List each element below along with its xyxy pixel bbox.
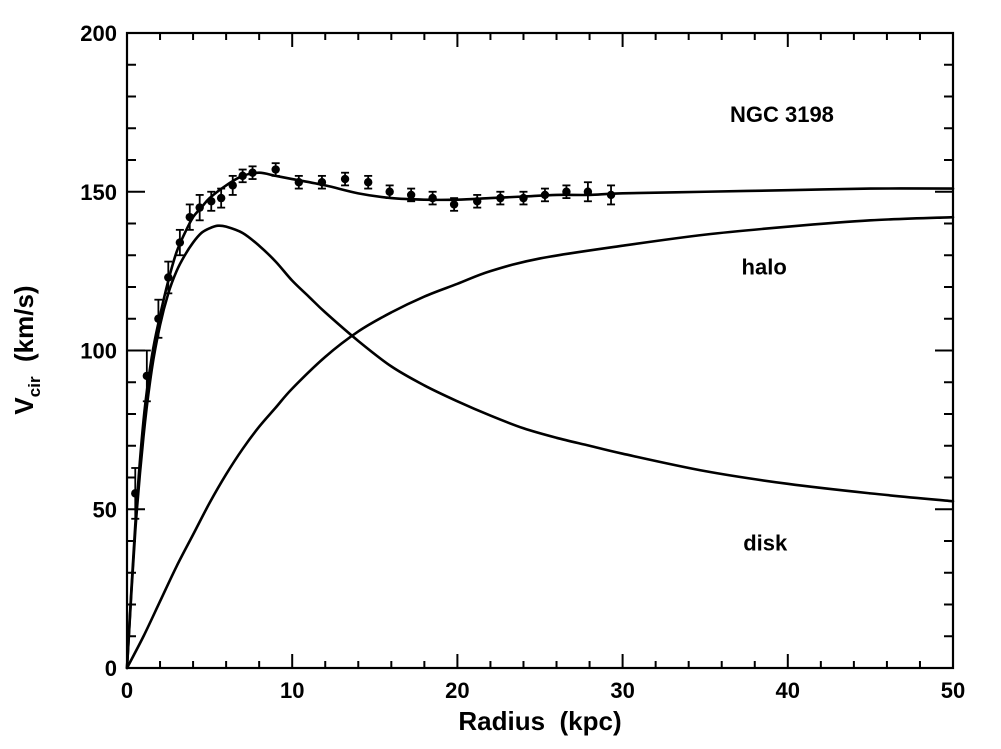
y-tick-label: 150: [80, 180, 117, 205]
data-point: [385, 184, 394, 200]
y-axis-title-main: V: [9, 397, 39, 415]
x-tick-label: 0: [121, 678, 133, 703]
y-axis-title: Vcir (km/s): [9, 285, 44, 414]
data-point: [473, 194, 482, 209]
axis-ticks: [126, 32, 954, 669]
data-point: [540, 187, 550, 203]
annotation-halo: halo: [742, 254, 787, 279]
point-marker: [154, 314, 163, 323]
point-marker: [519, 193, 528, 203]
y-tick-label: 200: [80, 21, 117, 46]
point-marker: [164, 273, 173, 282]
data-point: [216, 187, 226, 209]
halo-curve: [125, 215, 955, 670]
data-point: [207, 190, 216, 212]
annotation-galaxy-name: NGC 3198: [730, 102, 834, 127]
total-fit-curve: [125, 171, 955, 670]
point-marker: [562, 187, 571, 196]
point-marker: [340, 174, 350, 184]
y-tick-label: 50: [93, 497, 117, 522]
annotation-disk: disk: [743, 531, 788, 556]
point-marker: [363, 178, 373, 187]
data-point: [363, 174, 373, 190]
point-marker: [473, 197, 482, 206]
data-point: [406, 187, 416, 203]
point-marker: [428, 193, 437, 203]
y-axis-title-rest: (km/s): [9, 285, 39, 376]
observed-points: [131, 162, 616, 520]
plot-frame: [125, 31, 955, 670]
x-axis-title: Radius (kpc): [458, 706, 621, 736]
x-tick-label: 50: [941, 678, 965, 703]
point-marker: [175, 238, 185, 247]
point-marker: [131, 489, 140, 498]
data-point: [606, 184, 616, 206]
data-point: [154, 298, 163, 339]
point-marker: [385, 187, 394, 196]
point-marker: [606, 190, 616, 200]
x-tick-label: 20: [445, 678, 469, 703]
data-point: [195, 194, 204, 222]
axis-tick-labels: 0 10 20 30 40 50 0 50 100 150 200: [80, 21, 965, 703]
data-point: [164, 260, 173, 295]
data-point: [131, 467, 140, 520]
data-point: [238, 168, 247, 184]
data-point: [449, 197, 459, 212]
data-point: [248, 165, 257, 180]
data-point: [428, 190, 437, 206]
point-marker: [185, 212, 194, 222]
model-curves: [125, 171, 955, 670]
data-point: [519, 190, 528, 206]
data-point: [185, 203, 194, 231]
data-point: [496, 190, 505, 206]
y-axis-title-sub: cir: [25, 376, 44, 397]
point-marker: [271, 165, 280, 174]
data-point: [340, 171, 350, 187]
disk-curve: [125, 224, 955, 670]
point-marker: [142, 371, 152, 381]
point-marker: [195, 203, 204, 212]
data-point: [142, 349, 152, 403]
point-marker: [294, 178, 304, 187]
point-marker: [496, 193, 505, 203]
data-point: [562, 184, 571, 200]
point-marker: [583, 187, 593, 196]
data-point: [294, 174, 304, 190]
point-marker: [317, 178, 327, 187]
data-point: [317, 174, 327, 190]
point-marker: [449, 200, 459, 209]
data-point: [583, 181, 593, 203]
point-marker: [207, 197, 216, 206]
x-tick-label: 10: [280, 678, 304, 703]
x-tick-label: 40: [776, 678, 800, 703]
data-point: [175, 228, 185, 257]
point-marker: [228, 181, 237, 190]
point-marker: [238, 171, 247, 181]
x-tick-label: 30: [610, 678, 634, 703]
point-marker: [540, 190, 550, 200]
y-tick-label: 100: [80, 339, 117, 364]
data-point: [271, 162, 280, 177]
point-marker: [216, 193, 226, 203]
point-marker: [406, 190, 416, 200]
y-tick-label: 0: [105, 656, 117, 681]
data-point: [228, 174, 237, 196]
point-marker: [248, 168, 257, 177]
